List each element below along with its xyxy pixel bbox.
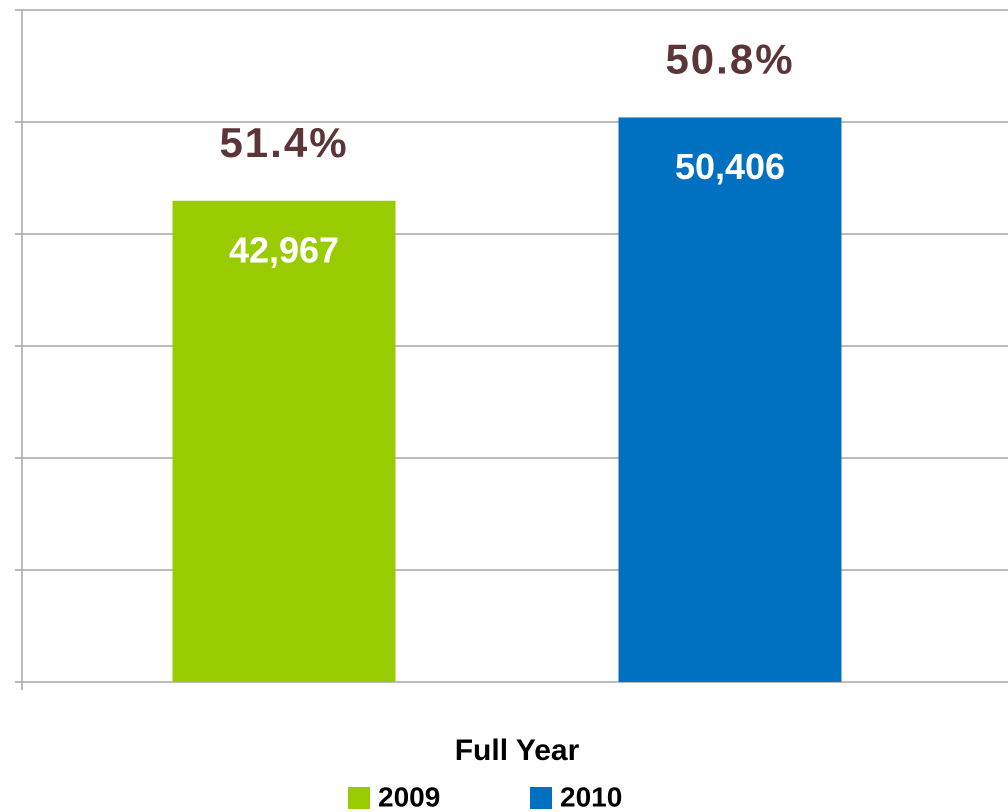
bar bbox=[172, 200, 396, 683]
x-axis-label: Full Year bbox=[455, 734, 580, 767]
annotation: 51.4% bbox=[219, 119, 348, 166]
value-label: 42,967 bbox=[229, 229, 339, 270]
annotation: 50.8% bbox=[665, 36, 794, 83]
legend-swatch bbox=[348, 787, 370, 809]
bar bbox=[618, 117, 842, 682]
value-label: 50,406 bbox=[675, 146, 785, 187]
legend-label: 2009 bbox=[378, 781, 440, 812]
legend-label: 2010 bbox=[560, 781, 622, 812]
legend-swatch bbox=[530, 787, 552, 809]
